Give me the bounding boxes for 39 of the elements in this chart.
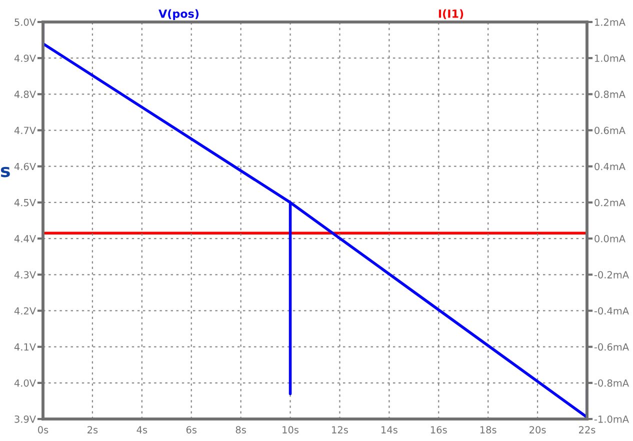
y-tick-label: 4.5V — [14, 199, 36, 206]
x-tick-label: 10s — [282, 426, 299, 434]
y-tick-label: 4.6V — [14, 162, 36, 170]
y2-tick-label: 0.6mA — [594, 126, 626, 134]
y2-tick-label: 1.0mA — [595, 54, 626, 62]
x-tick-label: 8s — [236, 426, 246, 434]
y-tick-label: 4.4V — [14, 235, 36, 242]
y2-tick-label: 0.4mA — [594, 162, 626, 170]
y-tick-label: 4.1V — [14, 343, 36, 351]
y-tick-label: 3.9V — [14, 415, 36, 423]
y-tick-label: 5.0V — [14, 18, 36, 26]
x-tick-label: 0s — [38, 426, 48, 434]
x-tick-label: 20s — [530, 426, 546, 434]
x-tick-label: 18s — [480, 426, 496, 434]
x-tick-label: 6s — [186, 426, 197, 434]
y2-tick-label: 0.8mA — [594, 90, 626, 98]
y-tick-label: 4.3V — [14, 271, 36, 278]
y2-tick-label: 0.2mA — [594, 198, 626, 206]
x-tick-label: 2s — [88, 426, 98, 434]
y-tick-label: 4.9V — [14, 54, 36, 62]
y-tick-label: 4.0V — [14, 379, 36, 387]
text: s — [0, 166, 10, 178]
x-tick-label: 12s — [332, 426, 348, 434]
text: I(I1) — [438, 9, 464, 20]
y2-tick-label: 1.2mA — [595, 18, 626, 26]
y-tick-label: 4.2V — [14, 307, 36, 314]
y2-tick-label: -0.8mA — [594, 379, 629, 387]
x-tick-label: 14s — [382, 426, 398, 434]
text: V(pos) — [158, 9, 199, 20]
y2-tick-label: -0.6mA — [594, 343, 629, 351]
y2-tick-label: -1.0mA — [594, 415, 629, 423]
y-tick-label: 4.7V — [14, 126, 36, 134]
y2-tick-label: 0.0mA — [594, 235, 626, 242]
x-tick-label: 4s — [136, 426, 148, 434]
y2-tick-label: -0.4mA — [594, 307, 629, 315]
x-tick-label: 22s — [578, 426, 596, 434]
x-tick-label: 16s — [430, 426, 447, 434]
y2-tick-label: -0.2mA — [594, 271, 629, 278]
y-tick-label: 4.8V — [14, 90, 36, 98]
